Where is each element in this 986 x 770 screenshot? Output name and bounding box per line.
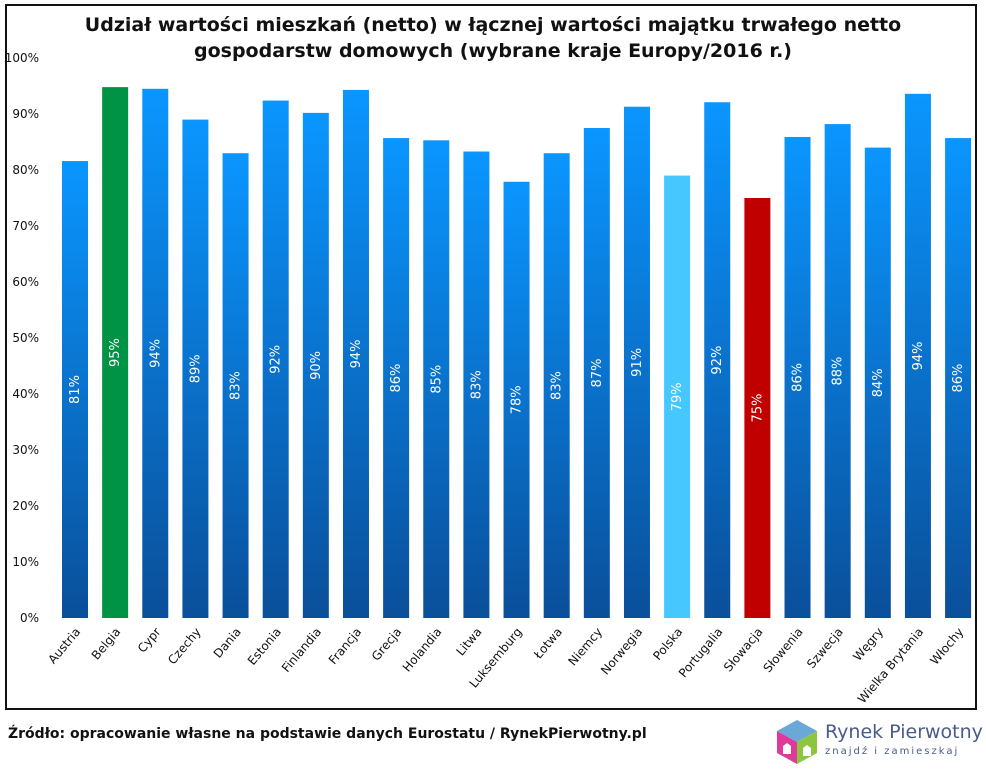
data-label: 83% xyxy=(469,370,484,399)
data-label: 84% xyxy=(871,368,886,397)
data-label: 83% xyxy=(550,371,565,400)
data-label: 90% xyxy=(309,351,324,380)
data-label: 94% xyxy=(148,339,163,368)
bar xyxy=(583,128,610,618)
x-tick-label: Norwegia xyxy=(598,625,645,677)
bar xyxy=(945,138,972,618)
x-tick-label: Grecja xyxy=(369,625,405,664)
data-label: 88% xyxy=(831,357,846,386)
bar xyxy=(664,175,691,618)
y-tick-label: 70% xyxy=(12,219,39,233)
bar xyxy=(62,161,88,619)
bar xyxy=(423,140,450,618)
x-tick-label: Finlandia xyxy=(279,625,324,675)
data-label: 81% xyxy=(68,375,83,404)
logo-name: Rynek Pierwotny xyxy=(825,721,983,743)
x-tick-label: Austria xyxy=(45,625,83,666)
data-label: 83% xyxy=(229,371,244,400)
bar xyxy=(904,93,931,619)
bar xyxy=(182,119,209,618)
title-line-2: gospodarstw domowych (wybrane kraje Euro… xyxy=(193,40,792,62)
x-tick-label: Polska xyxy=(650,625,685,663)
bars: 81% 95% 94% 89% 83% 92% 90% 94% 86% 85% 83% 78% 83% 8… xyxy=(62,87,972,619)
x-tick-label: Cypr xyxy=(135,625,164,656)
data-label: 75% xyxy=(750,394,765,423)
y-tick-label: 80% xyxy=(12,163,39,177)
x-tick-label: Węgry xyxy=(850,625,886,664)
x-tick-label: Holandia xyxy=(400,625,445,675)
x-tick-label: Francja xyxy=(326,625,365,667)
bar xyxy=(142,88,169,619)
bar xyxy=(342,89,369,619)
bar xyxy=(623,106,650,618)
logo-tagline: znajdź i zamieszkaj xyxy=(825,746,960,757)
y-tick-label: 30% xyxy=(12,443,39,457)
chart-frame xyxy=(5,4,977,710)
bar xyxy=(864,147,891,618)
data-label: 95% xyxy=(108,338,123,367)
bar xyxy=(463,151,490,618)
bar-chart: 0% 10% 20% 30% 40% 50% 60% 70% 80% 90% 100% 81% 95%… xyxy=(5,51,972,706)
y-tick-label: 60% xyxy=(12,275,39,289)
x-tick-label: Szwecja xyxy=(804,625,846,671)
logo: Rynek Pierwotny znajdź i zamieszkaj xyxy=(773,718,983,766)
source-note: Źródło: opracowanie własne na podstawie … xyxy=(8,726,647,742)
y-tick-label: 0% xyxy=(20,611,39,625)
bar xyxy=(704,102,731,619)
bar xyxy=(824,124,851,618)
x-tick-label: Belgia xyxy=(89,625,124,663)
x-tick-label: Niemcy xyxy=(565,625,605,669)
y-tick-label: 40% xyxy=(12,387,39,401)
y-tick-label: 10% xyxy=(12,555,39,569)
bar xyxy=(503,181,530,618)
x-tick-label: Estonia xyxy=(245,625,284,668)
y-axis: 0% 10% 20% 30% 40% 50% 60% 70% 80% 90% 100% xyxy=(5,51,39,625)
y-tick-label: 90% xyxy=(12,107,39,121)
bar xyxy=(262,100,289,618)
x-tick-label: Litwa xyxy=(453,625,484,658)
logo-cube-icon xyxy=(777,720,817,764)
bar xyxy=(784,136,811,618)
data-label: 79% xyxy=(670,382,685,411)
chart-title: Udział wartości mieszkań (netto) w łączn… xyxy=(0,12,986,64)
y-tick-label: 50% xyxy=(12,331,39,345)
data-label: 92% xyxy=(710,346,725,375)
y-tick-label: 100% xyxy=(5,51,39,65)
x-tick-label: Słowenia xyxy=(760,625,805,675)
data-label: 87% xyxy=(590,359,605,388)
x-tick-label: Czechy xyxy=(165,625,204,667)
data-label: 86% xyxy=(389,364,404,393)
bar xyxy=(383,138,410,618)
x-tick-label: Słowacja xyxy=(721,625,766,674)
title-line-1: Udział wartości mieszkań (netto) w łączn… xyxy=(84,14,902,36)
data-label: 78% xyxy=(510,385,525,414)
x-tick-label: Dania xyxy=(211,625,244,661)
data-label: 94% xyxy=(911,341,926,370)
bar xyxy=(102,87,129,619)
data-label: 86% xyxy=(951,364,966,393)
x-tick-label: Włochy xyxy=(927,625,966,668)
data-label: 94% xyxy=(349,340,364,369)
data-label: 85% xyxy=(429,365,444,394)
bar xyxy=(302,112,329,618)
data-label: 86% xyxy=(791,363,806,392)
data-label: 92% xyxy=(269,345,284,374)
x-tick-label: Łotwa xyxy=(530,625,564,662)
y-tick-label: 20% xyxy=(12,499,39,513)
x-axis: Austria Belgia Cypr Czechy Dania EstoniaFinla… xyxy=(45,625,966,706)
data-label: 91% xyxy=(630,348,645,377)
bar xyxy=(744,198,771,618)
data-label: 89% xyxy=(188,354,203,383)
bar xyxy=(222,153,249,618)
bar xyxy=(543,153,570,618)
